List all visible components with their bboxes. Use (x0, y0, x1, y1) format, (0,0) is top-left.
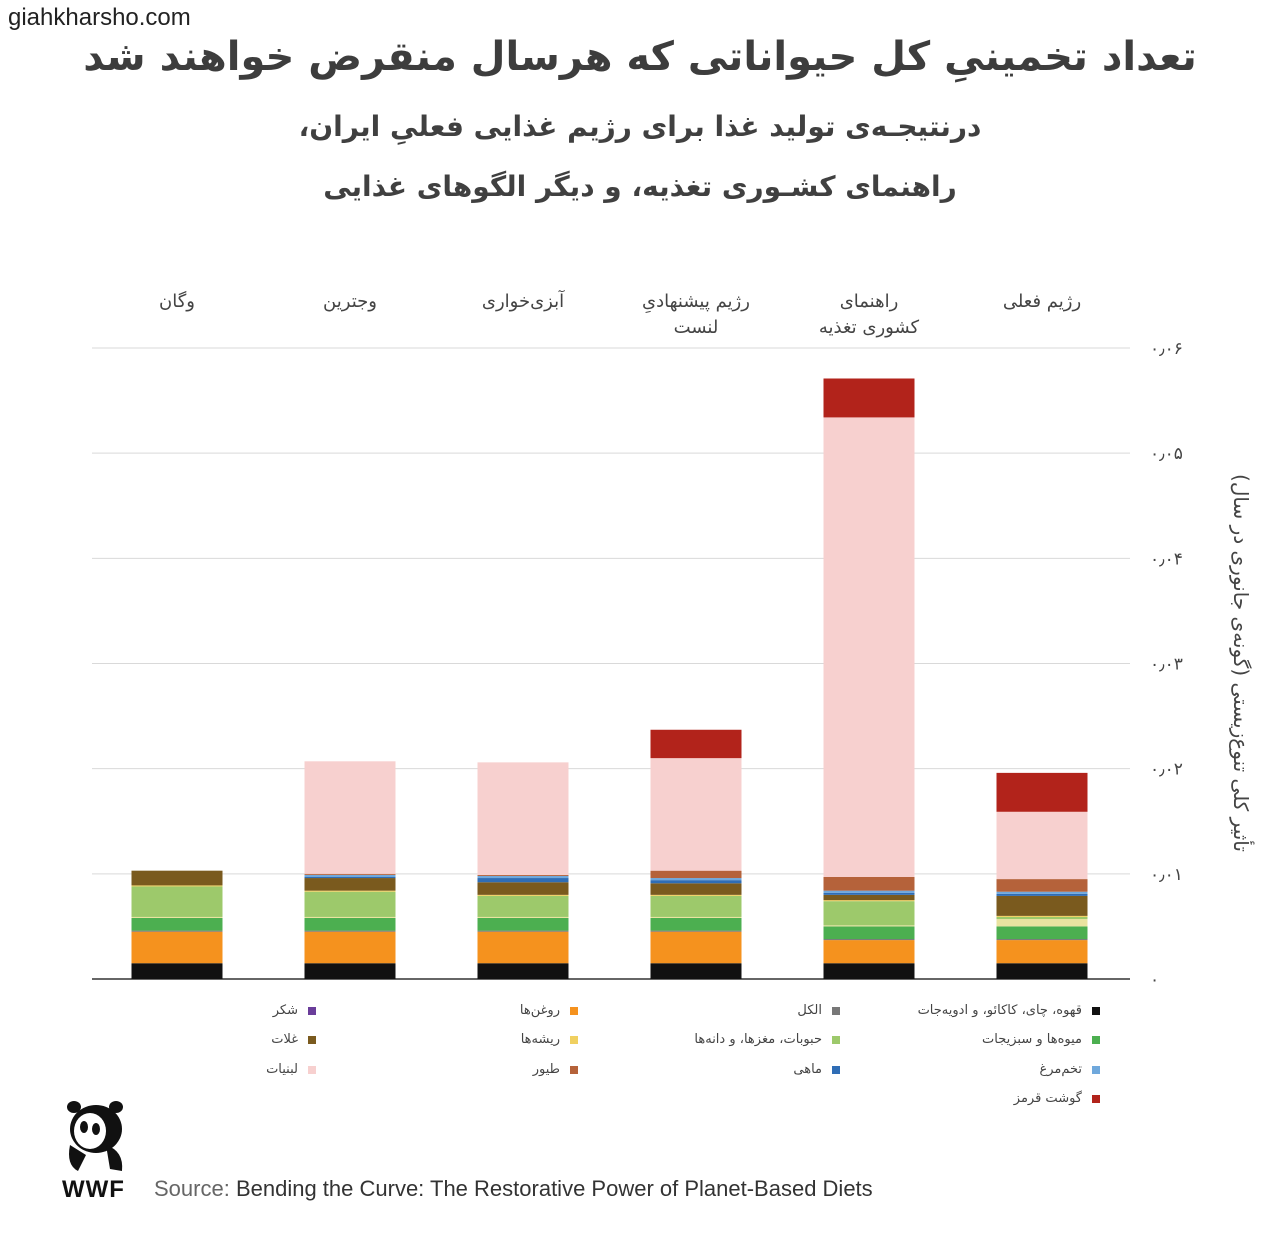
bar-segment (650, 931, 742, 964)
bar-segment (477, 878, 569, 883)
x-category-label: وگان (159, 290, 195, 312)
bar-segment (823, 890, 915, 893)
bar-segment (823, 940, 915, 964)
bar-segment (823, 939, 915, 941)
chart-subtitle-line1: درنتیجـه‌ی تولید غذا برای رژیم غذایی فعل… (298, 110, 982, 143)
bar-segment (996, 916, 1088, 920)
bar-segment (996, 811, 1088, 880)
bar-segment (996, 895, 1088, 916)
bar-segment (131, 916, 223, 919)
y-tick-label: ۰٫۰۶ (1150, 339, 1183, 359)
bar-segment (823, 926, 915, 940)
bar-segment (131, 930, 223, 932)
bar-segment (996, 939, 1088, 941)
bar-segment (823, 417, 915, 877)
y-tick-label: ۰٫۰۱ (1150, 865, 1183, 885)
bar-segment (823, 925, 915, 927)
y-tick-label: ۰ (1150, 970, 1159, 990)
bar-segment (477, 930, 569, 932)
bar-segment (477, 894, 569, 896)
x-category-label: راهنمای کشوری تغذیه (819, 291, 920, 338)
bar-segment (304, 874, 396, 877)
bar-segment (650, 870, 742, 879)
bar-segment (477, 895, 569, 917)
y-axis-label: تأثیر کلی تنوع‌زیستی (گونه‌ی جانوری در س… (1229, 474, 1255, 852)
bar-segment (650, 918, 742, 931)
bar-segment (996, 940, 1088, 964)
bar-segment (650, 894, 742, 896)
bar-segment (304, 890, 396, 892)
bar-segment (823, 900, 915, 902)
bar-segment (131, 931, 223, 964)
bar-segment (823, 901, 915, 926)
chart-title: تعداد تخمینیِ کل حیواناتی که هرسال منقرض… (83, 34, 1197, 80)
y-tick-label: ۰٫۰۲ (1150, 760, 1183, 780)
x-category-label: رژیم فعلی (1003, 291, 1081, 312)
bar-segment (650, 963, 742, 979)
bar-segment (131, 870, 223, 886)
bar-segment (650, 758, 742, 871)
bar-segment (650, 880, 742, 884)
bar-segment (131, 885, 223, 887)
bar-segment (131, 886, 223, 917)
bar-segment (996, 891, 1088, 894)
y-tick-label: ۰٫۰۴ (1150, 549, 1183, 569)
bar-segment (996, 919, 1088, 927)
y-tick-label: ۰٫۰۵ (1150, 444, 1183, 464)
bar-segment (304, 878, 396, 891)
bar-segment (823, 894, 915, 901)
bar-segment (477, 963, 569, 979)
bar-segment (477, 882, 569, 895)
bar-segment (304, 916, 396, 919)
source-text: Bending the Curve: The Restorative Power… (235, 1176, 873, 1201)
bar-segment (823, 963, 915, 979)
bar-segment (304, 963, 396, 979)
watermark: giahkharsho.com (8, 4, 191, 31)
chart-subtitle-line2: راهنمای کشـوری تغذیه، و دیگر الگوهای غذا… (323, 170, 957, 203)
bar-segment (477, 931, 569, 964)
bar-segment (996, 772, 1088, 812)
bar-segment (996, 893, 1088, 896)
bar-segment (304, 761, 396, 874)
wwf-logo-text: WWF (62, 1176, 125, 1203)
bar-segment (477, 762, 569, 875)
bar-segment (823, 876, 915, 891)
wwf-panda-logo-icon (67, 1101, 123, 1171)
bar-segment (650, 878, 742, 881)
bar-segment (650, 895, 742, 917)
bar-segment (650, 930, 742, 932)
bar-segment (304, 873, 396, 875)
bar-segment (131, 963, 223, 979)
x-category-label: رژیم پیشنهادیِ لنست (642, 291, 750, 338)
bar-segment (477, 918, 569, 931)
bar-segment (477, 874, 569, 876)
bar-segment (304, 930, 396, 932)
bar-segment (304, 891, 396, 917)
bar-segment (304, 876, 396, 879)
bar-segment (477, 916, 569, 919)
bar-segment (996, 926, 1088, 940)
bar-segment (650, 729, 742, 759)
bar-segment (823, 378, 915, 418)
bar-segment (996, 915, 1088, 917)
bar-segment (996, 963, 1088, 979)
source-label: Source: (154, 1176, 230, 1201)
bar-segment (650, 883, 742, 895)
bar-segment (304, 931, 396, 964)
x-category-label: وجترین (323, 291, 377, 312)
bar-segment (477, 875, 569, 879)
bar-segment (996, 879, 1088, 892)
source-note: Source: Bending the Curve: The Restorati… (154, 1176, 873, 1202)
bar-segment (304, 918, 396, 931)
bar-segment (823, 892, 915, 895)
x-category-label: آبزی‌خواری (482, 289, 565, 312)
bar-segment (131, 918, 223, 931)
y-tick-label: ۰٫۰۳ (1150, 655, 1183, 675)
bar-segment (650, 916, 742, 919)
